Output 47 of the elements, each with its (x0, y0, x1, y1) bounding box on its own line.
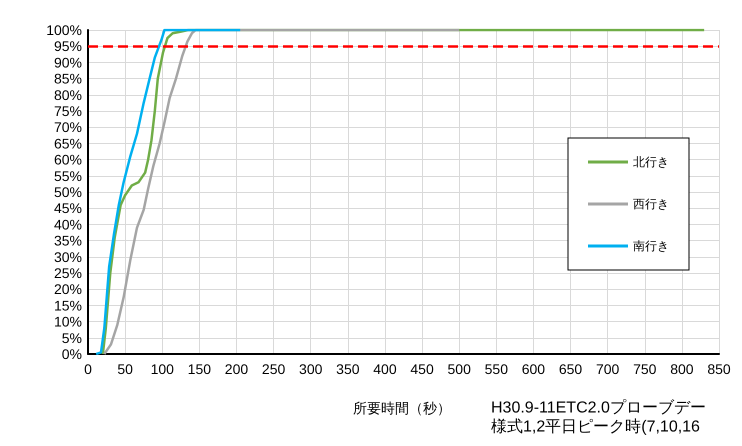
y-tick-label: 50% (54, 184, 82, 200)
x-tick-label: 200 (224, 361, 248, 377)
legend-label: 西行き (633, 197, 669, 211)
legend-label: 北行き (633, 155, 669, 169)
x-tick-label: 750 (633, 361, 657, 377)
y-tick-label: 0% (62, 346, 82, 362)
x-tick-label: 150 (188, 361, 212, 377)
x-tick-label: 600 (522, 361, 546, 377)
y-tick-label: 40% (54, 216, 82, 232)
y-tick-label: 45% (54, 200, 82, 216)
x-tick-label: 50 (117, 361, 134, 377)
y-tick-label: 70% (54, 119, 82, 136)
x-axis-title: 所要時間（秒） (353, 400, 451, 416)
y-tick-label: 65% (54, 135, 82, 152)
y-tick-label: 15% (54, 297, 82, 314)
y-tick-label: 85% (54, 70, 82, 87)
x-tick-label: 400 (373, 361, 397, 377)
legend-label: 南行き (633, 239, 669, 253)
y-tick-label: 75% (54, 103, 82, 119)
x-tick-label: 550 (484, 361, 508, 377)
y-tick-label: 20% (54, 281, 82, 298)
x-tick-label: 650 (558, 361, 582, 377)
x-tick-label: 250 (262, 361, 286, 377)
line-series (103, 28, 460, 356)
text: 様式1,2平日ピーク時(7,10,16 (491, 418, 700, 436)
y-tick-label: 30% (54, 248, 82, 265)
y-tick-label: 5% (62, 330, 82, 346)
x-tick-label: 450 (410, 361, 434, 377)
y-tick-label: 35% (54, 232, 82, 249)
x-tick-label: 800 (670, 361, 694, 377)
y-tick-label: 55% (54, 168, 82, 184)
x-tick-label: 350 (336, 361, 360, 377)
x-tick-label: 300 (299, 361, 323, 377)
text: H30.9-11ETC2.0プローブデー (491, 398, 706, 416)
y-tick-label: 100% (46, 22, 82, 38)
y-tick-label: 95% (54, 38, 82, 54)
y-tick-label: 60% (54, 152, 82, 168)
y-tick-label: 10% (54, 314, 82, 330)
x-tick-label: 850 (707, 361, 731, 377)
x-tick-label: 100 (150, 361, 174, 377)
y-tick-label: 25% (54, 265, 82, 281)
y-tick-label: 90% (54, 54, 82, 70)
line-series (94, 28, 242, 356)
y-tick-label: 80% (54, 86, 82, 103)
x-tick-label: 700 (596, 361, 620, 377)
x-tick-label: 500 (447, 361, 472, 377)
x-tick-label: 0 (84, 361, 92, 377)
